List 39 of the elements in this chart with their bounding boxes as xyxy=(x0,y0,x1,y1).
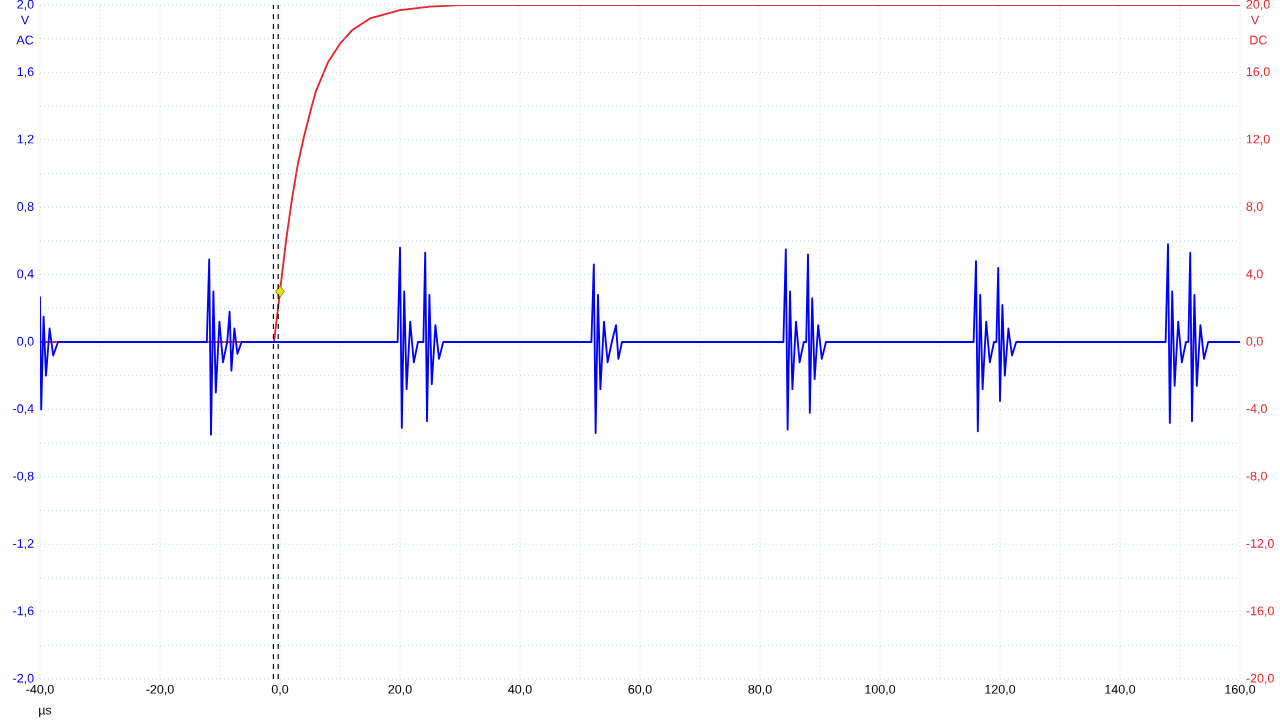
text: DC xyxy=(1250,35,1267,45)
y2-tick-label: -8,0 xyxy=(1246,471,1267,482)
x-tick-label: 20,0 xyxy=(388,684,412,696)
y2-tick-label: -16,0 xyxy=(1246,606,1274,617)
x-tick-label: -20,0 xyxy=(146,684,174,696)
y-tick-label: -0,8 xyxy=(13,471,34,482)
y-tick-label: -2,0 xyxy=(13,673,34,685)
y-tick-label: 0,8 xyxy=(17,202,34,213)
y-tick-label: 0,4 xyxy=(17,269,34,280)
x-tick-label: 140,0 xyxy=(1105,684,1136,696)
y2-tick-label: -4,0 xyxy=(1246,404,1267,415)
x-tick-label: 60,0 xyxy=(628,684,652,696)
y-tick-label: 1,2 xyxy=(17,134,34,145)
y2-tick-label: 16,0 xyxy=(1246,67,1270,78)
y2-axis-title: V xyxy=(1250,15,1260,25)
x-tick-label: -40,0 xyxy=(26,684,54,696)
x-axis-title: µs xyxy=(39,707,52,717)
x-tick-label: 0,0 xyxy=(271,684,289,696)
y2-tick-label: 20,0 xyxy=(1246,0,1270,11)
y-tick-label: 2,0 xyxy=(17,0,34,11)
y-tick-label: 1,6 xyxy=(17,67,34,78)
y-axis-title: V xyxy=(20,15,30,25)
text: AC xyxy=(16,35,34,45)
y-tick-label: -1,2 xyxy=(13,539,34,550)
y-tick-label: -1,6 xyxy=(13,606,34,617)
y2-tick-label: 4,0 xyxy=(1246,269,1263,280)
line-series xyxy=(40,243,1241,436)
x-tick-label: 120,0 xyxy=(985,684,1016,696)
x-tick-label: 100,0 xyxy=(865,684,896,696)
y2-tick-label: 12,0 xyxy=(1246,134,1270,145)
y2-tick-label: -12,0 xyxy=(1246,539,1274,550)
y-tick-label: -0,4 xyxy=(13,404,34,415)
x-tick-label: 40,0 xyxy=(508,684,532,696)
x-tick-label: 160,0 xyxy=(1225,684,1256,696)
y2-tick-label: -20,0 xyxy=(1246,673,1274,685)
y2-tick-label: 8,0 xyxy=(1246,202,1263,213)
y2-tick-label: 0,0 xyxy=(1246,336,1263,348)
x-tick-label: 80,0 xyxy=(748,684,772,696)
y-tick-label: 0,0 xyxy=(17,336,34,348)
